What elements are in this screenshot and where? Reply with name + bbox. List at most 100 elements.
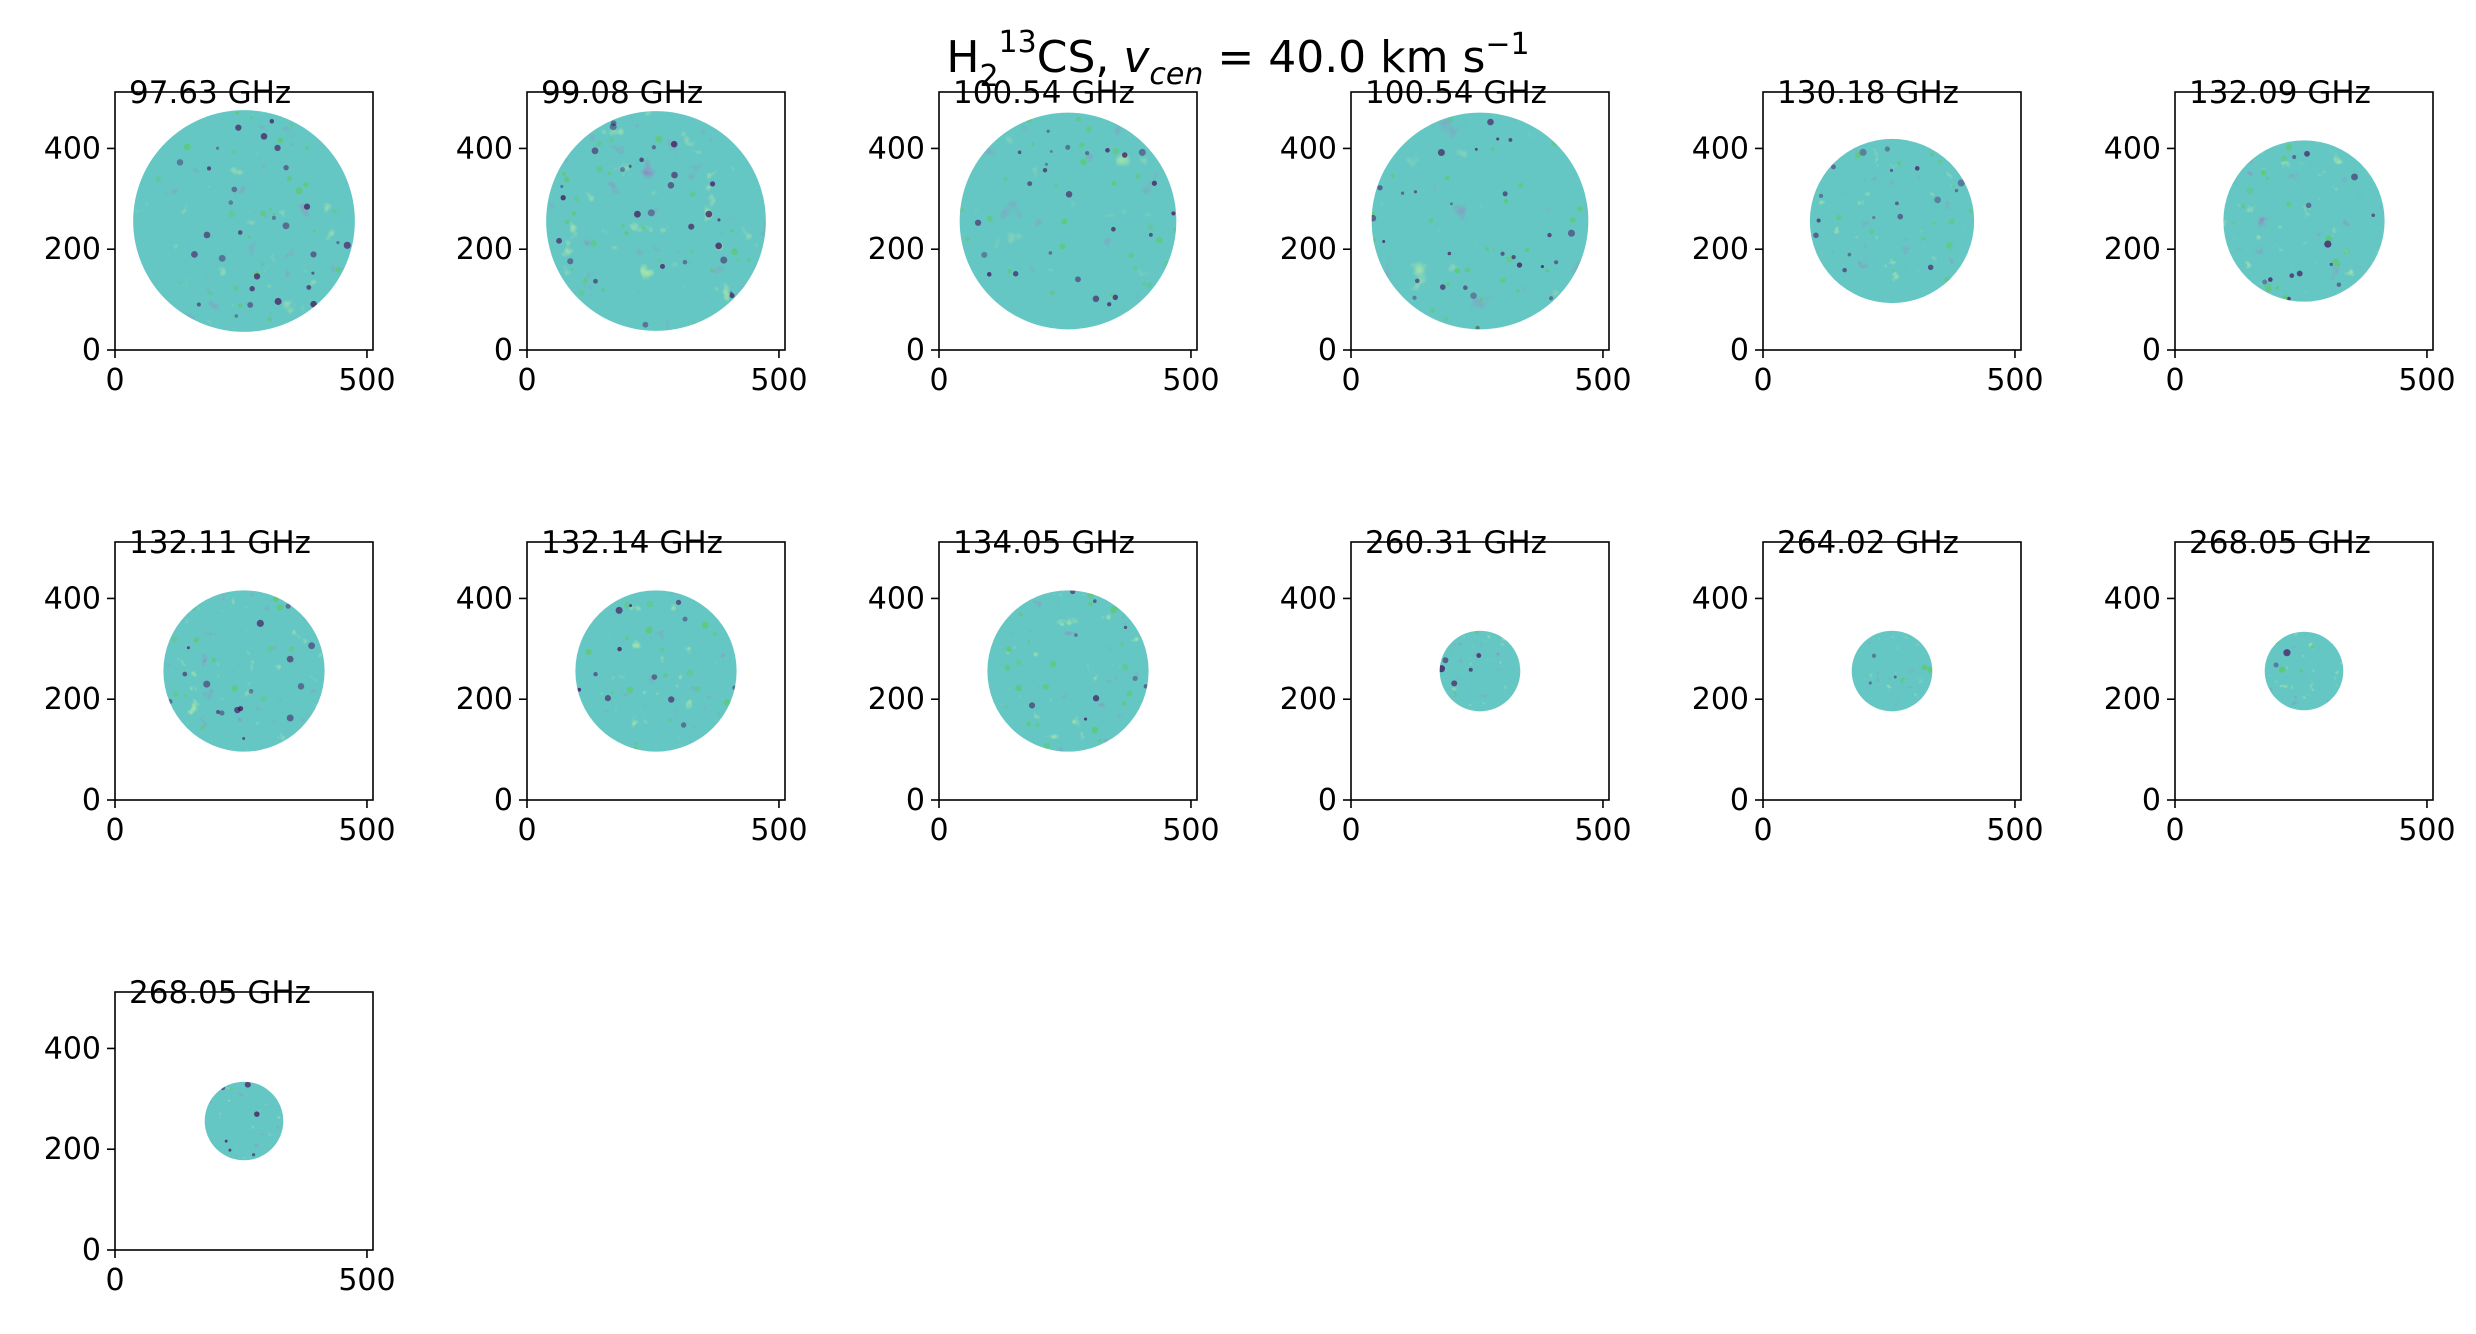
- intensity-map: [546, 111, 766, 331]
- y-tick-label: 400: [1280, 131, 1337, 166]
- axes-frame: [114, 991, 374, 1251]
- intensity-map: [204, 1081, 284, 1161]
- speckles: [959, 116, 1177, 307]
- axes-frame: [526, 91, 786, 351]
- x-tick-label: 0: [929, 363, 948, 398]
- intensity-map: [1371, 112, 1589, 330]
- subplot-1: 0 500 0 200 400 97.63 GHz: [44, 75, 396, 398]
- y-tick-label: 0: [494, 783, 513, 818]
- y-tick-label: 0: [906, 333, 925, 368]
- y-tick-label: 0: [1318, 783, 1337, 818]
- y-tick-label: 200: [2104, 232, 2161, 267]
- y-tick-label: 400: [456, 581, 513, 616]
- x-tick-label: 0: [517, 363, 536, 398]
- y-tick-label: 200: [868, 232, 925, 267]
- y-tick-label: 200: [44, 232, 101, 267]
- title-text-pre: H: [946, 32, 979, 83]
- panel-grid: 0 500 0 200 400 97.63 GHz 0 500 0 200 400 99.08 GHz…: [44, 75, 2456, 1298]
- x-tick-label: 0: [1753, 813, 1772, 848]
- title-subscript: 2: [979, 59, 998, 94]
- y-tick-label: 0: [82, 783, 101, 818]
- intensity-map: [2223, 140, 2385, 302]
- title-unit-superscript: −1: [1485, 27, 1529, 62]
- speckles: [1439, 630, 1482, 695]
- y-tick-label: 0: [1730, 333, 1749, 368]
- intensity-map: [2264, 631, 2344, 711]
- subplot-12: 0 500 0 200 400 268.05 GHz: [2104, 525, 2456, 848]
- axes-frame: [938, 541, 1198, 801]
- x-tick-label: 500: [1986, 363, 2043, 398]
- intensity-map: [133, 110, 355, 332]
- subplot-title: 132.11 GHz: [129, 525, 311, 561]
- y-tick-label: 0: [494, 333, 513, 368]
- x-tick-label: 500: [750, 813, 807, 848]
- subplot-title: 132.09 GHz: [2189, 75, 2371, 111]
- y-tick-label: 400: [1280, 581, 1337, 616]
- axes-frame: [1762, 91, 2022, 351]
- y-tick-label: 400: [44, 1031, 101, 1066]
- y-tick-label: 0: [906, 783, 925, 818]
- y-tick-label: 0: [1730, 783, 1749, 818]
- speckles: [155, 111, 351, 322]
- y-tick-label: 200: [868, 682, 925, 717]
- x-tick-label: 500: [338, 363, 395, 398]
- subplot-6: 0 500 0 200 400 132.09 GHz: [2104, 75, 2456, 398]
- y-tick-label: 400: [456, 131, 513, 166]
- title-var-subscript: cen: [1149, 57, 1203, 92]
- subplot-8: 0 500 0 200 400 132.14 GHz: [456, 525, 808, 848]
- axes-frame: [526, 541, 786, 801]
- y-tick-label: 400: [1692, 131, 1749, 166]
- title-text-mid: CS,: [1037, 32, 1124, 83]
- y-tick-label: 400: [44, 131, 101, 166]
- intensity-map: [1439, 630, 1521, 712]
- x-tick-label: 500: [338, 1263, 395, 1298]
- x-tick-label: 0: [1753, 363, 1772, 398]
- x-tick-label: 500: [1574, 813, 1631, 848]
- x-tick-label: 0: [1341, 363, 1360, 398]
- speckles: [556, 120, 751, 328]
- x-tick-label: 500: [2398, 363, 2455, 398]
- speckles: [167, 596, 316, 740]
- y-tick-label: 400: [2104, 131, 2161, 166]
- x-tick-label: 500: [1986, 813, 2043, 848]
- speckles: [577, 599, 737, 752]
- y-tick-label: 200: [456, 682, 513, 717]
- y-tick-label: 200: [1280, 232, 1337, 267]
- y-tick-label: 400: [2104, 581, 2161, 616]
- x-tick-label: 500: [1162, 363, 1219, 398]
- y-tick-label: 400: [44, 581, 101, 616]
- subplot-title: 268.05 GHz: [2189, 525, 2371, 561]
- axes-frame: [1350, 541, 1610, 801]
- subplot-title: 99.08 GHz: [541, 75, 703, 111]
- x-tick-label: 0: [2165, 363, 2184, 398]
- axes-frame: [2174, 541, 2434, 801]
- y-tick-label: 400: [1692, 581, 1749, 616]
- intensity-map: [1851, 630, 1933, 712]
- axes-frame: [114, 541, 374, 801]
- subplot-title: 132.14 GHz: [541, 525, 723, 561]
- speckles: [2273, 640, 2314, 673]
- subplot-title: 130.18 GHz: [1777, 75, 1959, 111]
- x-tick-label: 0: [105, 363, 124, 398]
- x-tick-label: 0: [105, 1263, 124, 1298]
- intensity-map: [987, 590, 1149, 752]
- y-tick-label: 400: [868, 131, 925, 166]
- subplot-10: 0 500 0 200 400 260.31 GHz: [1280, 525, 1632, 848]
- subplot-4: 0 500 0 200 400 100.54 GHz: [1280, 75, 1632, 398]
- y-tick-label: 0: [82, 333, 101, 368]
- y-tick-label: 200: [1280, 682, 1337, 717]
- title-variable: v: [1123, 32, 1150, 83]
- x-tick-label: 0: [1341, 813, 1360, 848]
- title-text-post: = 40.0 km s: [1203, 32, 1485, 83]
- x-tick-label: 0: [105, 813, 124, 848]
- y-tick-label: 0: [1318, 333, 1337, 368]
- y-tick-label: 200: [1692, 232, 1749, 267]
- y-tick-label: 400: [868, 581, 925, 616]
- subplot-title: 97.63 GHz: [129, 75, 291, 111]
- subplot-title: 264.02 GHz: [1777, 525, 1959, 561]
- y-tick-label: 200: [2104, 682, 2161, 717]
- intensity-map: [163, 590, 325, 752]
- axes-frame: [938, 91, 1198, 351]
- subplot-7: 0 500 0 200 400 132.11 GHz: [44, 525, 396, 848]
